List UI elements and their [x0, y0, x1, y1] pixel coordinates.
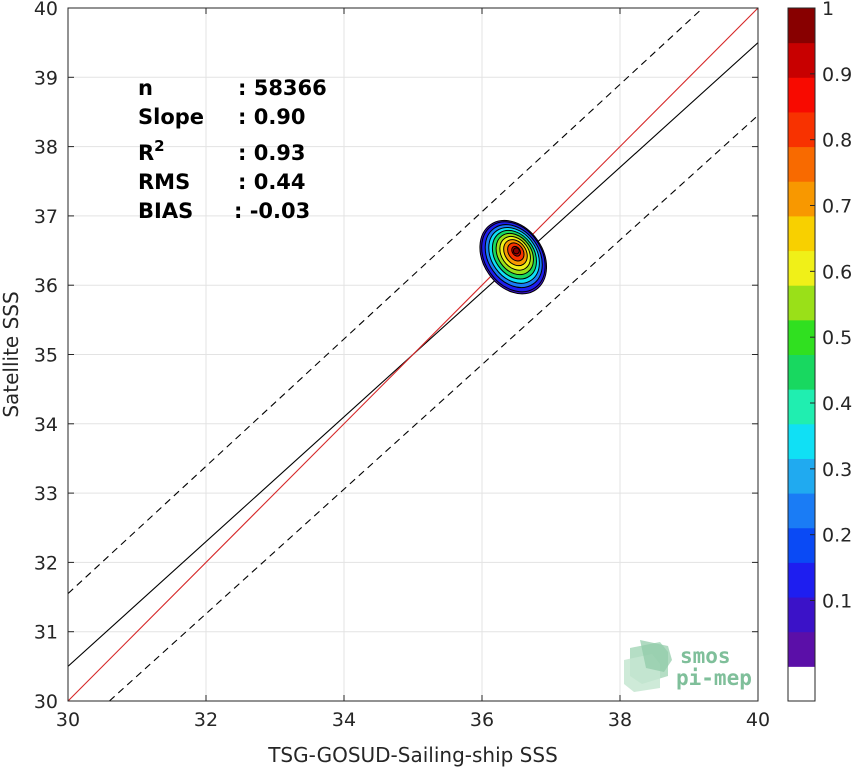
- colorbar-segment-4: [788, 527, 815, 563]
- colorbar-segment-11: [788, 285, 815, 321]
- plot-content: [68, 8, 758, 701]
- logo-text-smos: smos: [680, 644, 731, 668]
- colorbar-tick-label-0.6: 0.6: [822, 261, 852, 283]
- stat-key-rms: RMS: [138, 170, 190, 194]
- x-tick-label-30: 30: [56, 709, 80, 731]
- x-tick-label-32: 32: [194, 709, 218, 731]
- logo-mark-icon: [624, 640, 672, 692]
- colorbar-tick-label-0.9: 0.9: [822, 64, 852, 86]
- colorbar-segment-6: [788, 458, 815, 494]
- colorbar-tick-label-0.2: 0.2: [822, 525, 852, 547]
- y-axis-label: Satellite SSS: [0, 291, 23, 417]
- colorbar-tick-label-1: 1: [822, 0, 834, 20]
- density-contour-0.95: [512, 247, 520, 255]
- colorbar-segment-7: [788, 423, 815, 459]
- stat-value-rms: : 0.44: [238, 170, 306, 194]
- y-tick-label-33: 33: [34, 483, 58, 505]
- colorbar-segment-17: [788, 77, 815, 113]
- stat-key-n: n: [138, 76, 153, 100]
- logo-text-pimep: pi-mep: [676, 666, 752, 690]
- colorbar-segment-19: [788, 8, 815, 44]
- y-tick-label-40: 40: [34, 0, 58, 20]
- colorbar-tick-label-0.5: 0.5: [822, 327, 852, 349]
- upper-bound-dashed-line: [68, 8, 704, 594]
- colorbar-tick-label-0.7: 0.7: [822, 196, 852, 218]
- x-tick-label-36: 36: [470, 709, 494, 731]
- density-contours: [479, 219, 548, 295]
- x-tick-label-40: 40: [746, 709, 770, 731]
- x-tick-label-34: 34: [332, 709, 356, 731]
- stat-key-bias: BIAS: [138, 199, 193, 223]
- stat-key-slope: Slope: [138, 105, 204, 129]
- colorbar-segment-16: [788, 111, 815, 148]
- reference-lines: [68, 8, 758, 701]
- colorbar-segment-9: [788, 354, 815, 390]
- lower-bound-dashed-line: [109, 115, 758, 701]
- y-tick-label-34: 34: [34, 414, 58, 436]
- colorbar-tick-label-0.1: 0.1: [822, 591, 852, 613]
- stat-value-r: : 0.93: [238, 141, 306, 165]
- colorbar-tick-label-0.8: 0.8: [822, 130, 852, 152]
- one-to-one-line: [68, 8, 758, 701]
- colorbar-segment-8: [788, 389, 815, 425]
- statistics-panel: n : 58366 Slope : 0.90 R2 : 0.93 RMS : 0.44 BIAS…: [138, 76, 327, 223]
- y-tick-label-32: 32: [34, 552, 58, 574]
- colorbar-segment-15: [788, 146, 815, 182]
- colorbar: 0.1 0.2 0.3 0.4 0.5 0.6 0.7 0.8 0.9 1: [787, 0, 852, 702]
- x-axis-label: TSG-GOSUD-Sailing-ship SSS: [267, 743, 558, 767]
- y-tick-label-35: 35: [34, 345, 58, 367]
- x-axis: 30 32 34 36 38 40: [56, 8, 770, 731]
- y-tick-label-30: 30: [34, 691, 58, 713]
- colorbar-segment-3: [788, 562, 815, 598]
- y-tick-label-37: 37: [34, 206, 58, 228]
- colorbar-segment-0: [788, 666, 815, 702]
- colorbar-segment-2: [788, 597, 815, 633]
- x-tick-label-38: 38: [608, 709, 632, 731]
- colorbar-segment-1: [788, 631, 815, 667]
- smos-pi-mep-logo: smos pi-mep: [624, 640, 752, 692]
- colorbar-segment-14: [788, 181, 815, 217]
- stat-value-bias: : -0.03: [234, 199, 310, 223]
- stat-key-r: R2: [138, 137, 165, 165]
- colorbar-segment-12: [788, 250, 815, 286]
- colorbar-tick-label-0.3: 0.3: [822, 459, 852, 481]
- y-tick-label-39: 39: [34, 67, 58, 89]
- y-tick-label-38: 38: [34, 137, 58, 159]
- colorbar-segment-18: [788, 42, 815, 78]
- y-axis: 30 31 32 33 34 35 36 37 38 39 40: [34, 0, 758, 713]
- stat-value-slope: : 0.90: [238, 105, 306, 129]
- y-tick-label-31: 31: [34, 622, 58, 644]
- stat-value-n: : 58366: [238, 76, 327, 100]
- colorbar-segment-13: [788, 215, 815, 252]
- colorbar-segment-5: [788, 493, 815, 529]
- y-tick-label-36: 36: [34, 275, 58, 297]
- colorbar-frame: [787, 7, 816, 702]
- colorbar-tick-label-0.4: 0.4: [822, 393, 852, 415]
